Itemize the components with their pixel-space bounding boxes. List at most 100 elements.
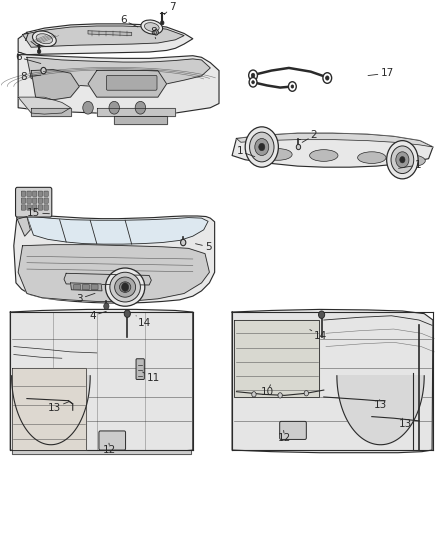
Text: 1: 1 <box>237 146 255 157</box>
Ellipse shape <box>32 31 56 46</box>
FancyBboxPatch shape <box>99 431 126 450</box>
Ellipse shape <box>110 272 141 302</box>
Polygon shape <box>12 376 90 445</box>
Circle shape <box>180 239 186 246</box>
FancyBboxPatch shape <box>21 205 25 210</box>
Polygon shape <box>64 273 151 285</box>
Circle shape <box>278 393 283 398</box>
Polygon shape <box>97 108 175 116</box>
Circle shape <box>41 67 46 74</box>
Circle shape <box>83 101 93 114</box>
FancyBboxPatch shape <box>38 205 42 210</box>
Polygon shape <box>18 245 209 302</box>
Text: 17: 17 <box>368 68 394 78</box>
Polygon shape <box>114 116 166 124</box>
Text: 11: 11 <box>143 372 160 383</box>
Polygon shape <box>12 450 191 454</box>
Circle shape <box>251 73 255 77</box>
Polygon shape <box>88 31 132 36</box>
FancyBboxPatch shape <box>136 359 145 379</box>
FancyBboxPatch shape <box>27 191 31 196</box>
FancyBboxPatch shape <box>21 191 25 196</box>
Polygon shape <box>88 70 166 97</box>
Text: 13: 13 <box>399 418 412 429</box>
Ellipse shape <box>397 155 425 167</box>
Ellipse shape <box>264 149 292 160</box>
Text: 12: 12 <box>278 431 291 443</box>
FancyBboxPatch shape <box>44 198 48 203</box>
Circle shape <box>400 157 405 163</box>
Polygon shape <box>31 69 79 100</box>
FancyBboxPatch shape <box>21 198 25 203</box>
Text: 14: 14 <box>310 329 328 341</box>
Ellipse shape <box>141 20 162 34</box>
Polygon shape <box>31 108 71 116</box>
Text: 6: 6 <box>120 15 138 27</box>
Circle shape <box>135 101 146 114</box>
FancyBboxPatch shape <box>38 198 42 203</box>
Circle shape <box>259 143 265 151</box>
Circle shape <box>104 303 109 309</box>
FancyBboxPatch shape <box>32 198 37 203</box>
Polygon shape <box>237 133 433 147</box>
Polygon shape <box>232 309 433 453</box>
Circle shape <box>325 76 329 80</box>
Polygon shape <box>18 55 219 114</box>
Polygon shape <box>71 283 102 291</box>
Polygon shape <box>27 58 210 87</box>
Ellipse shape <box>115 277 136 297</box>
Text: 3: 3 <box>76 293 95 304</box>
Polygon shape <box>14 214 215 303</box>
Text: 6: 6 <box>15 52 41 63</box>
Polygon shape <box>17 216 30 236</box>
Polygon shape <box>232 133 433 167</box>
Circle shape <box>291 85 293 88</box>
Circle shape <box>391 146 414 174</box>
Text: 2: 2 <box>302 131 317 142</box>
Polygon shape <box>12 368 86 450</box>
Circle shape <box>250 132 274 162</box>
Text: 13: 13 <box>48 402 69 413</box>
FancyBboxPatch shape <box>15 187 52 217</box>
Text: 8: 8 <box>20 72 41 82</box>
Circle shape <box>109 101 120 114</box>
Polygon shape <box>234 320 319 397</box>
Polygon shape <box>22 26 184 47</box>
Text: 8: 8 <box>150 27 157 39</box>
Circle shape <box>249 77 257 87</box>
FancyBboxPatch shape <box>44 205 48 210</box>
FancyBboxPatch shape <box>32 191 37 196</box>
FancyBboxPatch shape <box>74 285 81 290</box>
Ellipse shape <box>145 23 159 31</box>
Ellipse shape <box>310 150 338 161</box>
Text: 15: 15 <box>27 208 49 218</box>
Ellipse shape <box>120 282 131 293</box>
Polygon shape <box>27 216 208 244</box>
Circle shape <box>252 80 254 84</box>
Circle shape <box>396 152 409 168</box>
Ellipse shape <box>106 268 145 306</box>
Text: 7: 7 <box>22 33 38 46</box>
Circle shape <box>124 310 131 317</box>
Text: 7: 7 <box>164 2 175 14</box>
Circle shape <box>160 21 164 25</box>
Polygon shape <box>11 309 193 453</box>
Circle shape <box>296 144 300 150</box>
Circle shape <box>249 70 258 80</box>
Circle shape <box>255 139 269 156</box>
Polygon shape <box>18 24 193 55</box>
FancyBboxPatch shape <box>27 198 31 203</box>
Text: 4: 4 <box>89 311 106 321</box>
Ellipse shape <box>357 152 386 164</box>
Text: 14: 14 <box>136 316 152 328</box>
FancyBboxPatch shape <box>44 191 48 196</box>
Ellipse shape <box>36 34 53 44</box>
Text: 10: 10 <box>261 385 274 397</box>
Circle shape <box>288 82 296 91</box>
FancyBboxPatch shape <box>91 285 98 290</box>
FancyBboxPatch shape <box>280 422 306 439</box>
Circle shape <box>252 392 256 397</box>
Circle shape <box>154 30 158 35</box>
Circle shape <box>245 127 279 167</box>
Text: 13: 13 <box>374 400 387 410</box>
